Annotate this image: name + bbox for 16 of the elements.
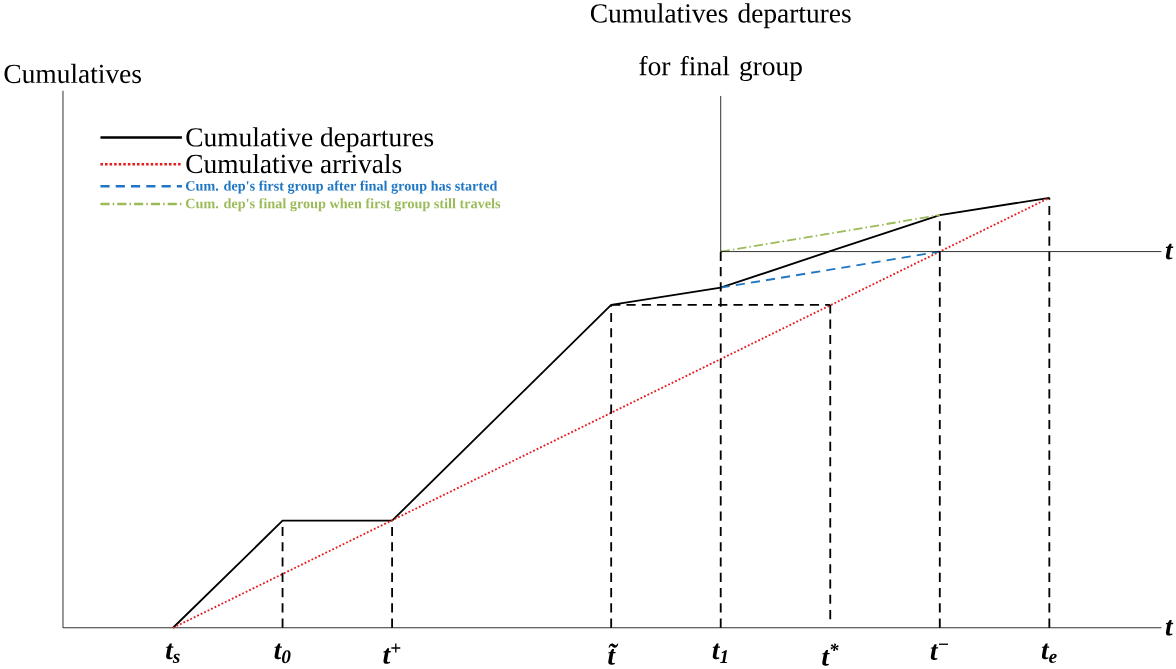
x-tick-label: t̃ — [608, 643, 619, 665]
x-axis-title: t — [1165, 619, 1174, 636]
text: Cum. dep's final group when first group still travels — [185, 198, 501, 212]
y-axis-title: Cumulatives — [4, 63, 141, 84]
x-tick-label: t$_{1}$ — [712, 643, 728, 663]
text: Cum. dep's first group after final group has started — [185, 180, 498, 194]
x-tick-label: t$^{+}$ — [383, 643, 401, 664]
ref-line-label: t — [1165, 243, 1174, 260]
legend-label: Cumulative arrivals — [186, 153, 402, 174]
x-tick-label: t$_{e}$ — [1041, 643, 1057, 663]
annotation: Cumulatives departures for final group — [590, 3, 851, 82]
x-tick-label: t$^{*}$ — [822, 643, 839, 666]
legend-label: Cumulative departures — [186, 127, 434, 153]
x-tick-label: t$_{0}$ — [274, 643, 291, 664]
x-tick-label: t$_{s}$ — [166, 643, 180, 663]
x-tick-label: t$^{−}$ — [930, 643, 948, 660]
